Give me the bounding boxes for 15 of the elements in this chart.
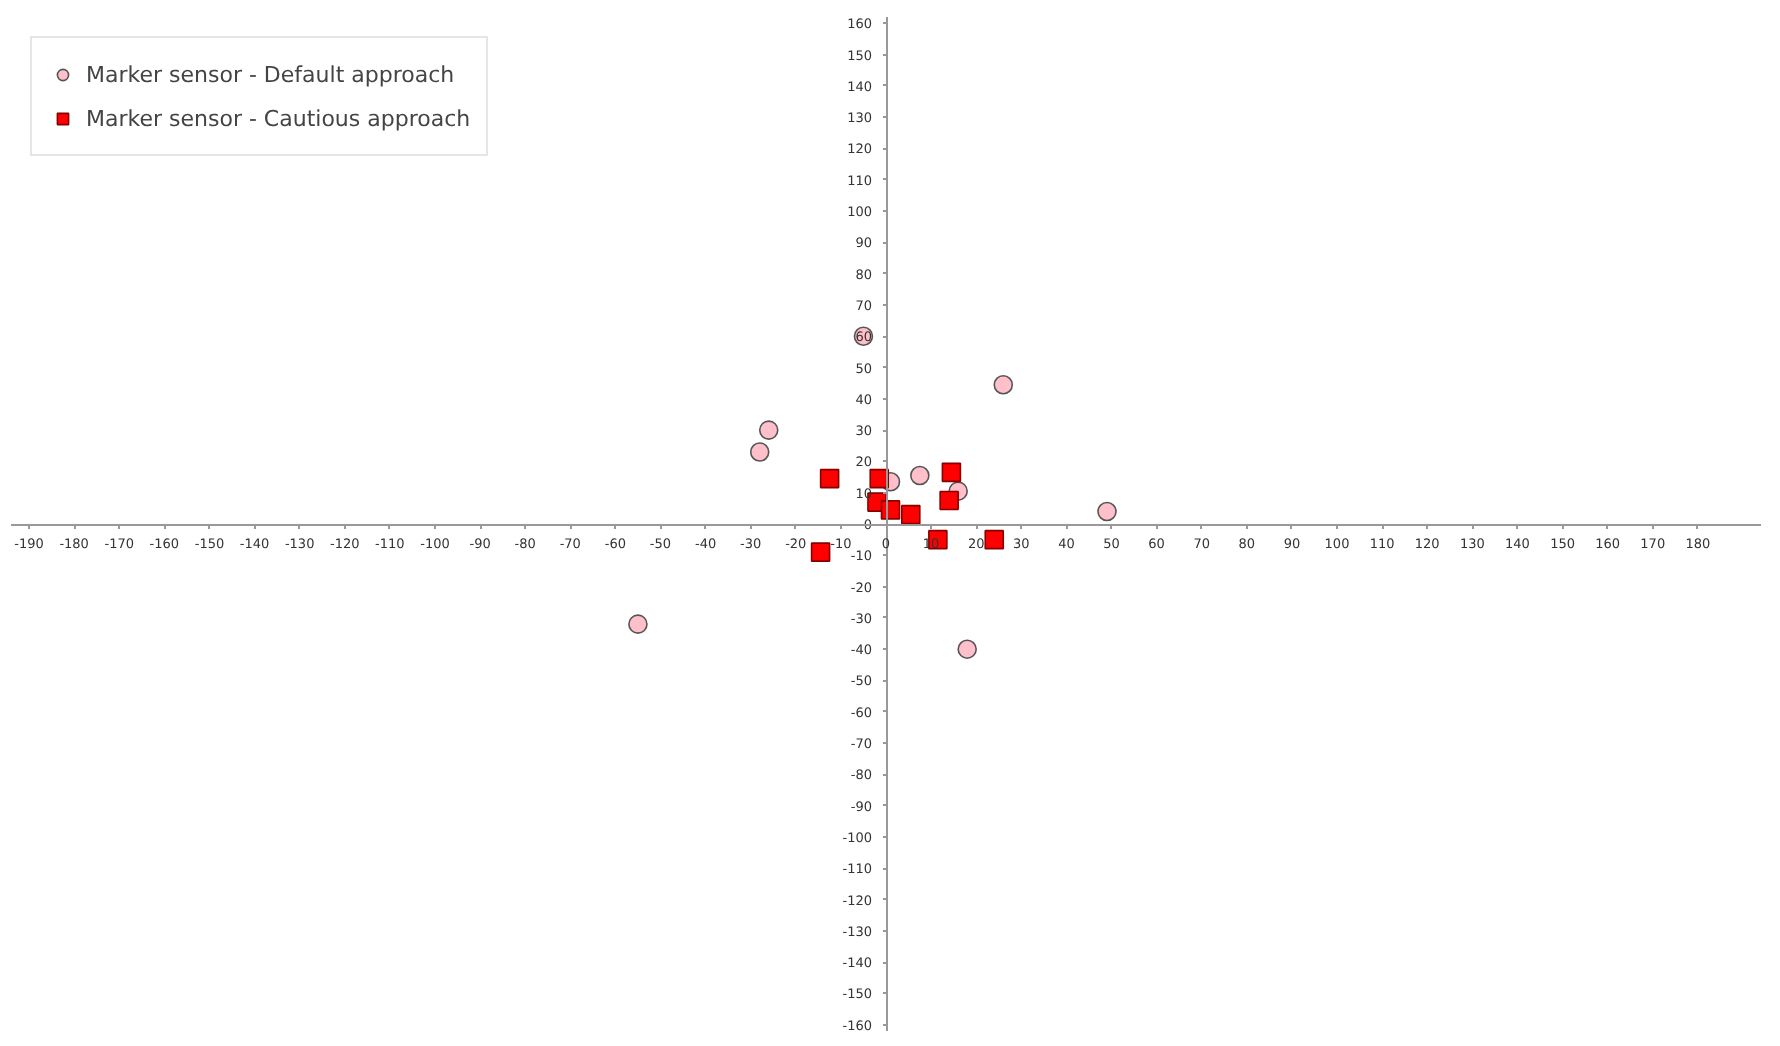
point (941, 462, 962, 483)
point (810, 542, 831, 562)
point (749, 442, 770, 462)
point (939, 490, 959, 511)
point (993, 374, 1014, 395)
point (758, 420, 779, 440)
legend-label: Marker sensor - Cautious approach (86, 105, 471, 131)
point (984, 529, 1005, 550)
point (1097, 501, 1117, 522)
point (901, 504, 921, 525)
point (628, 614, 648, 634)
point (957, 639, 977, 659)
point (819, 468, 840, 489)
point (910, 465, 930, 486)
legend-label: Marker sensor - Default approach (86, 61, 455, 87)
